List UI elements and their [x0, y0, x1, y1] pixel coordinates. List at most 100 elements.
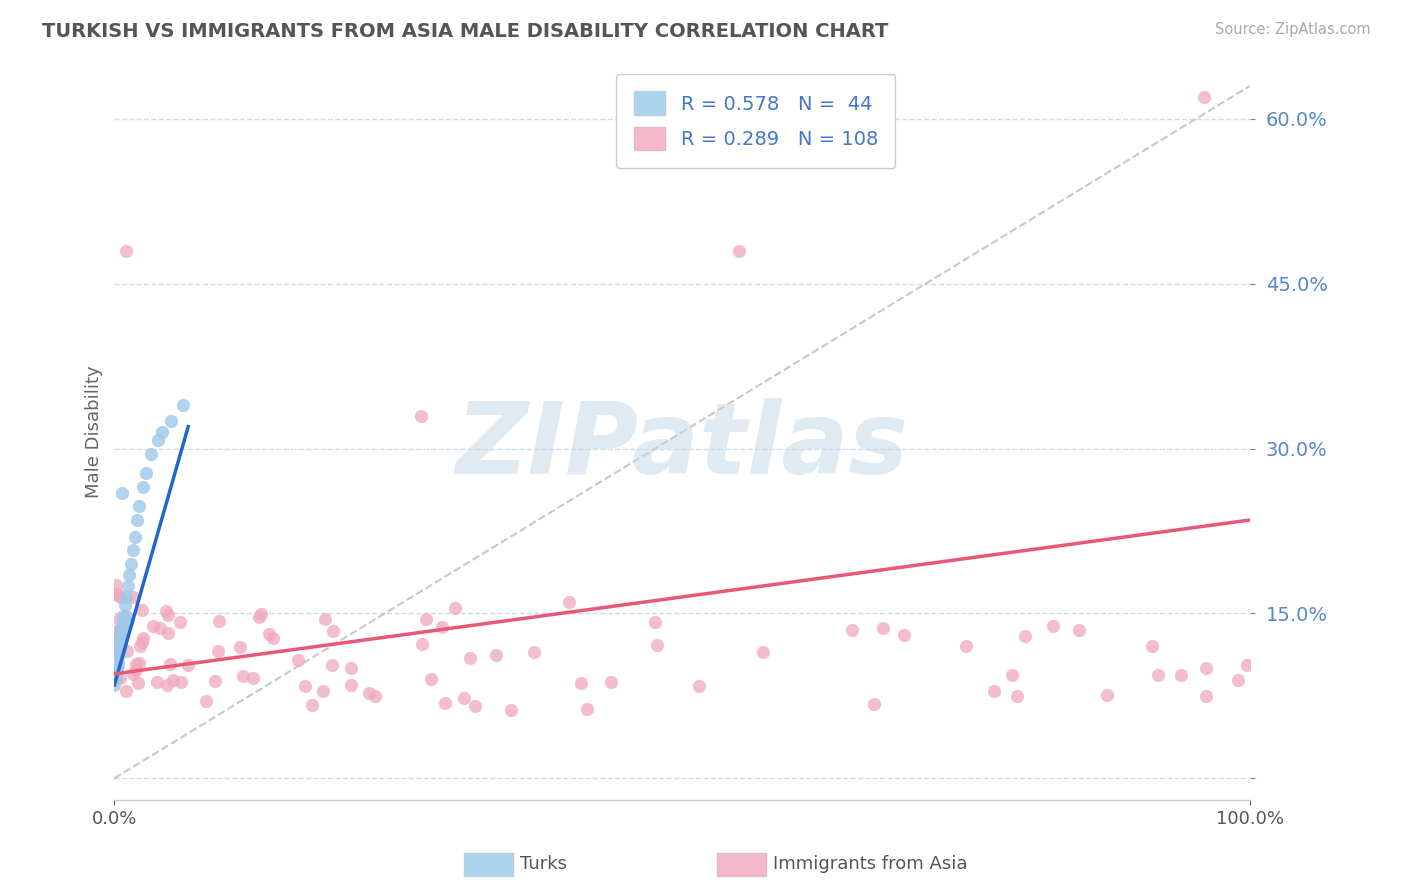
Point	[132, 631, 155, 645]
Point	[955, 640, 977, 654]
Point	[841, 623, 863, 637]
Point	[127, 513, 149, 527]
Point	[114, 684, 136, 698]
Point	[107, 645, 129, 659]
Point	[322, 624, 344, 638]
Text: Turks: Turks	[520, 855, 567, 873]
Point	[112, 608, 135, 623]
Point	[107, 587, 129, 601]
Point	[557, 595, 579, 609]
Point	[114, 244, 136, 258]
Point	[115, 644, 138, 658]
Point	[104, 652, 127, 666]
Point	[111, 485, 134, 500]
Point	[110, 623, 132, 637]
Point	[752, 645, 775, 659]
Point	[157, 625, 180, 640]
Point	[1146, 668, 1168, 682]
Point	[146, 433, 169, 447]
Point	[108, 642, 131, 657]
Point	[150, 425, 173, 439]
Point	[105, 661, 128, 675]
Point	[103, 678, 125, 692]
Point	[464, 699, 486, 714]
Point	[128, 639, 150, 653]
Point	[146, 674, 169, 689]
Point	[207, 644, 229, 658]
Point	[105, 640, 128, 654]
Point	[103, 645, 125, 659]
Point	[314, 612, 336, 626]
Point	[155, 604, 177, 618]
Point	[645, 638, 668, 652]
Point	[893, 628, 915, 642]
Point	[125, 664, 148, 678]
Point	[114, 598, 136, 612]
Point	[107, 659, 129, 673]
Point	[1195, 660, 1218, 674]
Point	[172, 398, 194, 412]
Point	[177, 658, 200, 673]
Point	[108, 590, 131, 604]
Point	[118, 568, 141, 582]
Text: ZIPatlas: ZIPatlas	[456, 399, 908, 495]
Legend: R = 0.578   N =  44, R = 0.289   N = 108: R = 0.578 N = 44, R = 0.289 N = 108	[616, 74, 896, 168]
Point	[108, 633, 131, 648]
Point	[170, 675, 193, 690]
Point	[131, 635, 153, 649]
Point	[156, 678, 179, 692]
Point	[569, 676, 592, 690]
Point	[160, 414, 183, 428]
Point	[1042, 618, 1064, 632]
Point	[727, 244, 749, 258]
Point	[139, 447, 162, 461]
Point	[159, 657, 181, 671]
Point	[114, 615, 136, 630]
Point	[169, 615, 191, 629]
Point	[485, 648, 508, 663]
Point	[1001, 668, 1024, 682]
Point	[194, 694, 217, 708]
Point	[301, 698, 323, 713]
Point	[122, 590, 145, 604]
Text: TURKISH VS IMMIGRANTS FROM ASIA MALE DISABILITY CORRELATION CHART: TURKISH VS IMMIGRANTS FROM ASIA MALE DIS…	[42, 22, 889, 41]
Point	[127, 675, 149, 690]
Point	[108, 612, 131, 626]
Point	[108, 628, 131, 642]
Point	[523, 645, 546, 659]
Point	[1194, 90, 1216, 104]
Point	[107, 645, 129, 659]
Point	[434, 696, 457, 710]
Point	[117, 579, 139, 593]
Point	[1005, 690, 1028, 704]
Point	[103, 656, 125, 670]
Point	[411, 637, 433, 651]
Point	[104, 661, 127, 675]
Point	[232, 669, 254, 683]
Point	[110, 637, 132, 651]
Point	[460, 651, 482, 665]
Point	[120, 557, 142, 571]
Point	[108, 648, 131, 663]
Point	[501, 703, 523, 717]
Point	[872, 621, 894, 635]
Point	[114, 608, 136, 623]
Point	[312, 684, 335, 698]
Point	[128, 656, 150, 670]
Point	[128, 499, 150, 513]
Point	[132, 480, 155, 494]
Point	[600, 675, 623, 690]
Point	[444, 601, 467, 615]
Point	[257, 627, 280, 641]
Point	[157, 608, 180, 623]
Point	[249, 607, 271, 621]
Point	[107, 625, 129, 640]
Point	[1069, 623, 1091, 637]
Point	[688, 679, 710, 693]
Point	[162, 673, 184, 687]
Point	[294, 679, 316, 693]
Point	[204, 674, 226, 689]
Point	[112, 623, 135, 637]
Point	[242, 671, 264, 685]
Point	[104, 672, 127, 686]
